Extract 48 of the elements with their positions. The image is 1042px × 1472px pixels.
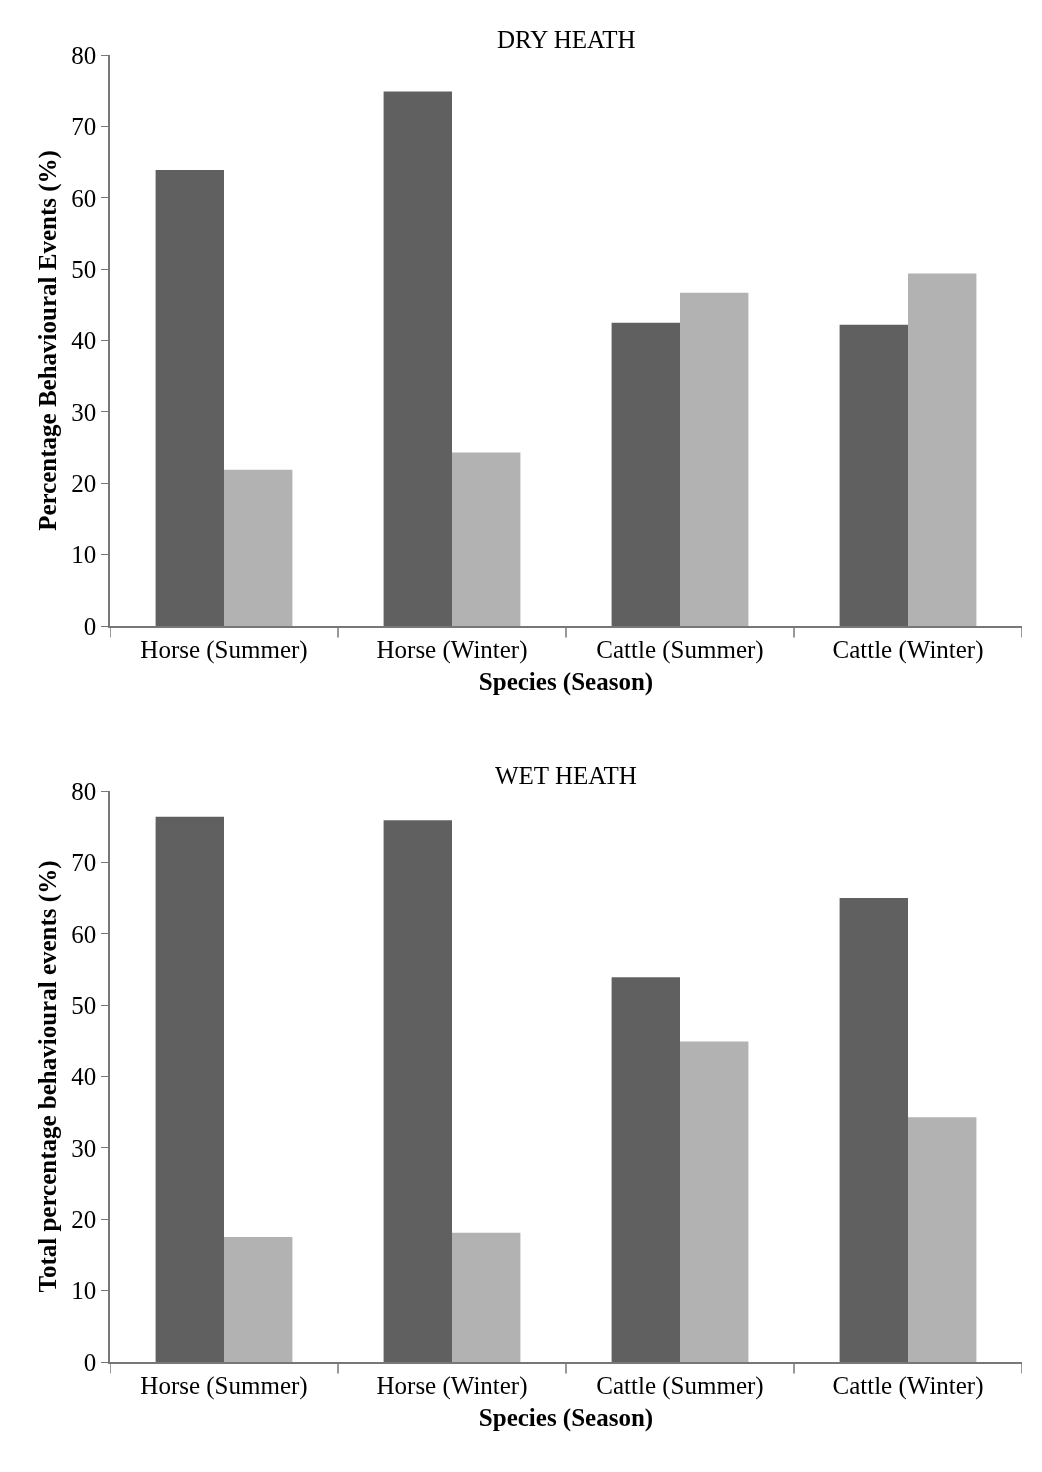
bar (611, 977, 680, 1362)
chart-title: DRY HEATH (497, 26, 636, 53)
bar (452, 452, 521, 626)
bar (155, 169, 224, 626)
bar (224, 1237, 293, 1362)
bar (155, 816, 224, 1362)
bar (908, 273, 977, 626)
y-tick-label: 20 (71, 1206, 97, 1233)
y-tick-label: 80 (71, 41, 97, 69)
y-tick-label: 30 (71, 1134, 97, 1162)
y-tick-label: 0 (83, 1348, 97, 1376)
x-tick-label: Cattle (Summer) (596, 635, 764, 664)
bar (680, 1041, 749, 1362)
y-tick-label: 10 (71, 541, 97, 569)
bar (224, 469, 293, 626)
x-tick-label: Horse (Winter) (376, 635, 528, 664)
x-axis-title: Species (Season) (478, 1404, 654, 1433)
y-tick-label: 50 (71, 255, 97, 283)
x-tick-label: Horse (Winter) (376, 1371, 528, 1400)
y-tick-label: 70 (71, 849, 97, 877)
bar (383, 820, 452, 1362)
y-tick-label: 80 (71, 777, 97, 805)
y-tick-label: 30 (71, 398, 97, 426)
y-tick-label: 60 (71, 920, 97, 948)
y-tick-label: 60 (71, 184, 97, 212)
bar (908, 1117, 977, 1362)
y-tick-label: 20 (71, 470, 97, 497)
bar (383, 91, 452, 626)
x-tick-label: Cattle (Winter) (832, 1371, 984, 1400)
bar (839, 898, 908, 1362)
y-tick-label: 70 (71, 113, 97, 141)
x-tick-label: Horse (Summer) (140, 635, 308, 664)
x-axis-title: Species (Season) (478, 668, 654, 697)
bar (452, 1232, 521, 1362)
y-tick-label: 0 (83, 612, 97, 640)
bar (611, 322, 680, 626)
x-tick-label: Horse (Summer) (140, 1371, 308, 1400)
x-tick-label: Cattle (Winter) (832, 635, 984, 664)
x-tick-label: Cattle (Summer) (596, 1371, 764, 1400)
chart-title: WET HEATH (495, 762, 637, 789)
y-tick-label: 10 (71, 1277, 97, 1305)
bar (680, 292, 749, 626)
bar (839, 324, 908, 626)
y-tick-label: 50 (71, 991, 97, 1019)
y-axis-title: Percentage Behavioural Events (%) (33, 150, 62, 531)
y-tick-label: 40 (71, 1063, 97, 1091)
y-axis-title: Total percentage behavioural events (%) (33, 860, 62, 1293)
y-tick-label: 40 (71, 327, 97, 355)
